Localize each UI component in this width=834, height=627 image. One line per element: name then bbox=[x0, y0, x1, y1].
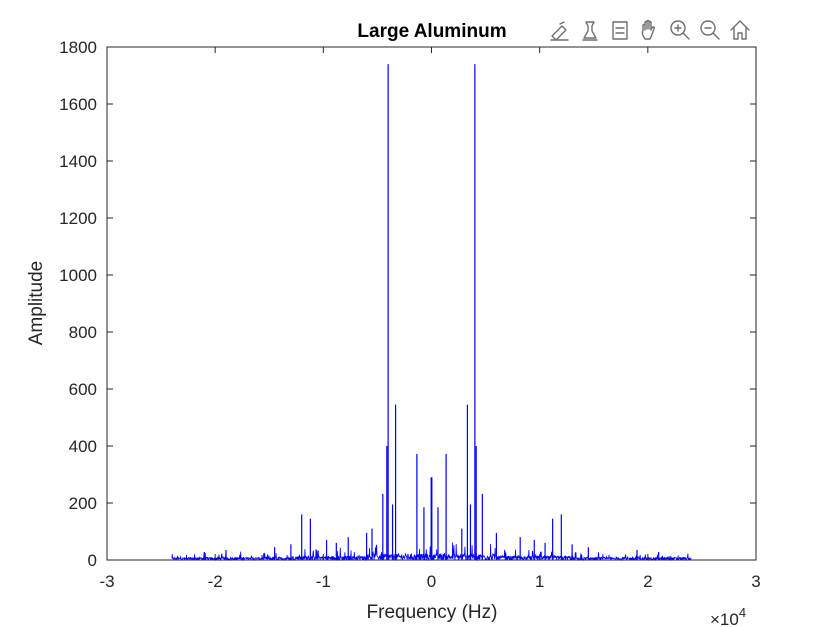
y-tick-label: 400 bbox=[69, 437, 97, 456]
y-tick-label: 1600 bbox=[59, 95, 97, 114]
y-tick-label: 1200 bbox=[59, 209, 97, 228]
zoom-out-icon bbox=[700, 20, 720, 40]
legend-icon bbox=[612, 21, 628, 40]
y-tick-label: 1400 bbox=[59, 152, 97, 171]
x-exponent-label: ×104 bbox=[710, 605, 746, 627]
spectrum-layer bbox=[171, 64, 692, 562]
pan-hand-icon bbox=[641, 19, 655, 40]
data-tips-icon bbox=[582, 21, 598, 41]
x-tick-label: 0 bbox=[427, 572, 436, 591]
y-tick-label: 1000 bbox=[59, 266, 97, 285]
axes-toolbar bbox=[548, 18, 754, 44]
x-tick-label: -3 bbox=[99, 572, 114, 591]
home-button[interactable] bbox=[728, 18, 754, 44]
plot-area[interactable] bbox=[107, 47, 756, 560]
y-tick-label: 600 bbox=[69, 380, 97, 399]
x-tick-label: 3 bbox=[751, 572, 760, 591]
zoom-out-button[interactable] bbox=[698, 18, 724, 44]
x-tick-label: 2 bbox=[643, 572, 652, 591]
x-tick-label: -2 bbox=[208, 572, 223, 591]
y-tick-label: 800 bbox=[69, 323, 97, 342]
pan-hand-button[interactable] bbox=[638, 18, 664, 44]
chart-title: Large Aluminum bbox=[357, 21, 506, 42]
x-axis-label: Frequency (Hz) bbox=[367, 602, 498, 623]
y-axis-label: Amplitude bbox=[26, 261, 47, 346]
zoom-in-button[interactable] bbox=[668, 18, 694, 44]
x-tick-label: 1 bbox=[535, 572, 544, 591]
x-exponent-base: ×10 bbox=[710, 610, 739, 627]
y-tick-label: 1800 bbox=[59, 38, 97, 57]
y-tick-label: 0 bbox=[88, 551, 97, 570]
x-exponent-power: 4 bbox=[739, 605, 746, 620]
y-axis: 0 200 400 600 800 1000 1200 1400 1600 1800 bbox=[59, 38, 756, 570]
data-tips-button[interactable] bbox=[578, 18, 604, 44]
zoom-in-icon bbox=[670, 20, 690, 40]
y-tick-label: 200 bbox=[69, 494, 97, 513]
home-icon bbox=[730, 20, 750, 40]
x-axis: -3 -2 -1 0 1 2 3 bbox=[99, 47, 761, 591]
brush-edit-button[interactable] bbox=[548, 18, 574, 44]
brush-edit-icon bbox=[550, 21, 569, 41]
legend-button[interactable] bbox=[608, 18, 634, 44]
x-tick-label: -1 bbox=[316, 572, 331, 591]
